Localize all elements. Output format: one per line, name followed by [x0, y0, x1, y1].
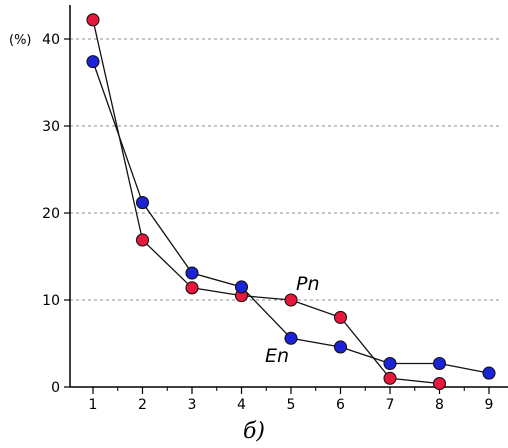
point-pn-5	[284, 293, 298, 307]
y-tick-label: 40	[42, 32, 60, 48]
series-points	[86, 13, 496, 391]
figure-caption: б)	[243, 419, 265, 444]
point-en-8	[432, 356, 447, 371]
y-tick-label: 20	[42, 206, 60, 222]
point-pn-7	[383, 371, 397, 385]
point-en-7	[383, 356, 397, 371]
y-unit-label: (%)	[9, 33, 32, 48]
x-tick-label: 4	[237, 397, 246, 413]
series-line-en	[92, 61, 490, 374]
series-label-pn: Pn	[296, 273, 320, 295]
x-tick-label: 8	[435, 397, 444, 413]
axis-ticks	[64, 38, 490, 394]
point-pn-3	[185, 281, 199, 295]
x-tick-label: 1	[89, 397, 98, 413]
x-tick-label: 6	[336, 397, 345, 413]
point-en-3	[185, 266, 199, 280]
point-en-6	[333, 340, 348, 354]
point-en-9	[482, 366, 496, 380]
x-tick-label: 5	[287, 397, 296, 413]
series-line-pn	[92, 19, 440, 385]
axes	[69, 5, 508, 388]
point-pn-2	[135, 233, 150, 247]
x-tick-label: 9	[485, 397, 494, 413]
point-pn-1	[86, 13, 100, 27]
y-tick-label: 10	[42, 293, 60, 309]
y-tick-label: 0	[51, 380, 60, 396]
x-tick-label: 2	[138, 397, 147, 413]
point-en-4	[234, 280, 249, 294]
point-en-5	[284, 331, 298, 345]
point-en-2	[135, 196, 150, 210]
point-pn-8	[432, 376, 447, 391]
tick-labels: 0 10 20 30 40 1 2 3 4 5 6 7 8 9	[42, 32, 493, 413]
point-en-1	[86, 55, 100, 69]
series-lines	[92, 19, 490, 385]
x-tick-label: 7	[386, 397, 395, 413]
grid-lines	[70, 38, 500, 301]
x-tick-label: 3	[188, 397, 197, 413]
point-pn-6	[333, 310, 348, 324]
y-tick-label: 30	[42, 119, 60, 135]
series-label-en: En	[265, 345, 289, 367]
